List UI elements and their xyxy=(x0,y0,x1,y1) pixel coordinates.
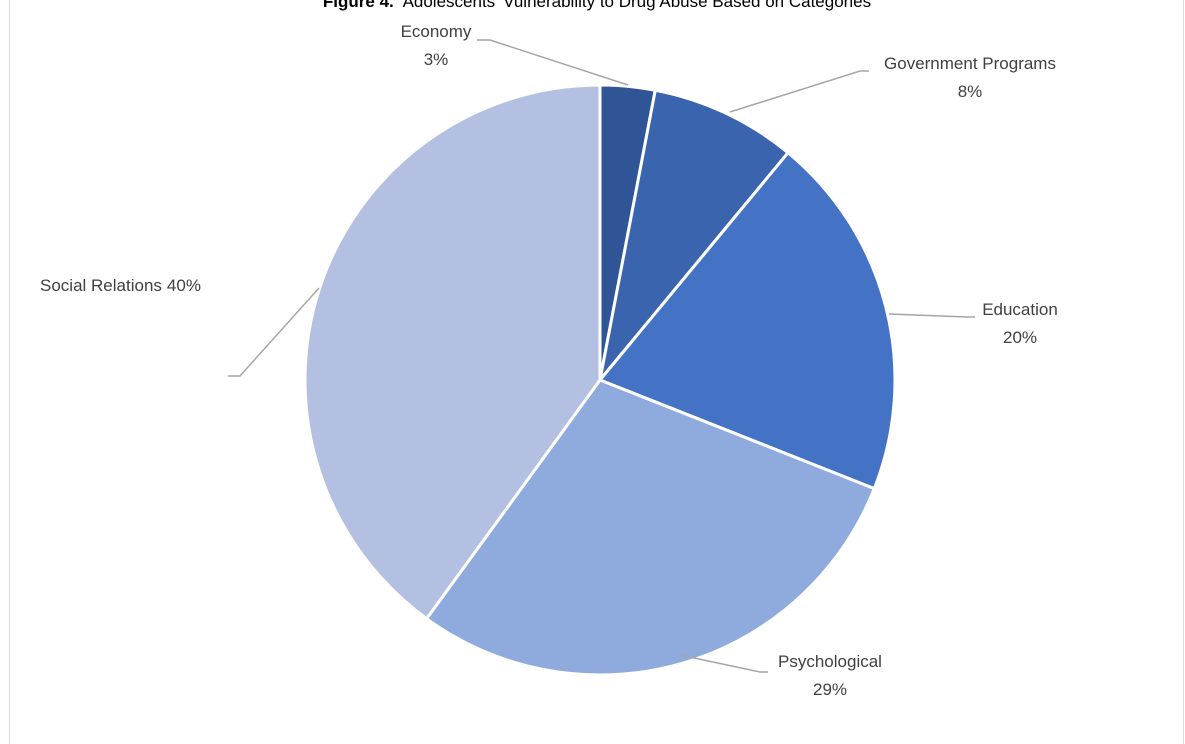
data-label-value-education: 20% xyxy=(1003,328,1037,347)
leader-line-social-relations xyxy=(228,287,320,377)
data-label-value-government-programs: 8% xyxy=(958,82,983,101)
leader-line-economy xyxy=(477,39,629,86)
data-label-category-economy: Economy xyxy=(401,22,472,41)
data-labels: Economy 3% Government Programs 8% Education 2… xyxy=(40,22,1058,699)
data-label-category-education: Education xyxy=(982,300,1058,319)
pie-slice-social-relations xyxy=(303,83,602,621)
leader-lines xyxy=(228,39,975,673)
data-label-category: Social Relations xyxy=(40,276,162,295)
pie-slice-education xyxy=(597,150,897,491)
leader-line-psychological xyxy=(679,654,768,673)
data-label-value-psychological: 29% xyxy=(813,680,847,699)
leader-line-government-programs xyxy=(729,70,869,113)
chart-title: Figure 4. Adolescents' Vulnerability to … xyxy=(323,0,871,11)
data-label-category-psychological: Psychological xyxy=(778,652,882,671)
pie-slice-government-programs xyxy=(598,88,791,381)
chart-title-prefix: Figure 4. xyxy=(323,0,394,11)
data-label-social-relations: Social Relations 40% xyxy=(40,276,201,295)
data-label-value: 40% xyxy=(167,276,201,295)
pie-slice-psychological xyxy=(424,378,877,677)
leader-line-education xyxy=(888,313,975,318)
data-label-category-government-programs: Government Programs xyxy=(884,54,1056,73)
data-label-value-economy: 3% xyxy=(424,50,449,69)
chart-title-text: Adolescents' Vulnerability to Drug Abuse… xyxy=(403,0,872,11)
pie-slices xyxy=(303,83,897,677)
